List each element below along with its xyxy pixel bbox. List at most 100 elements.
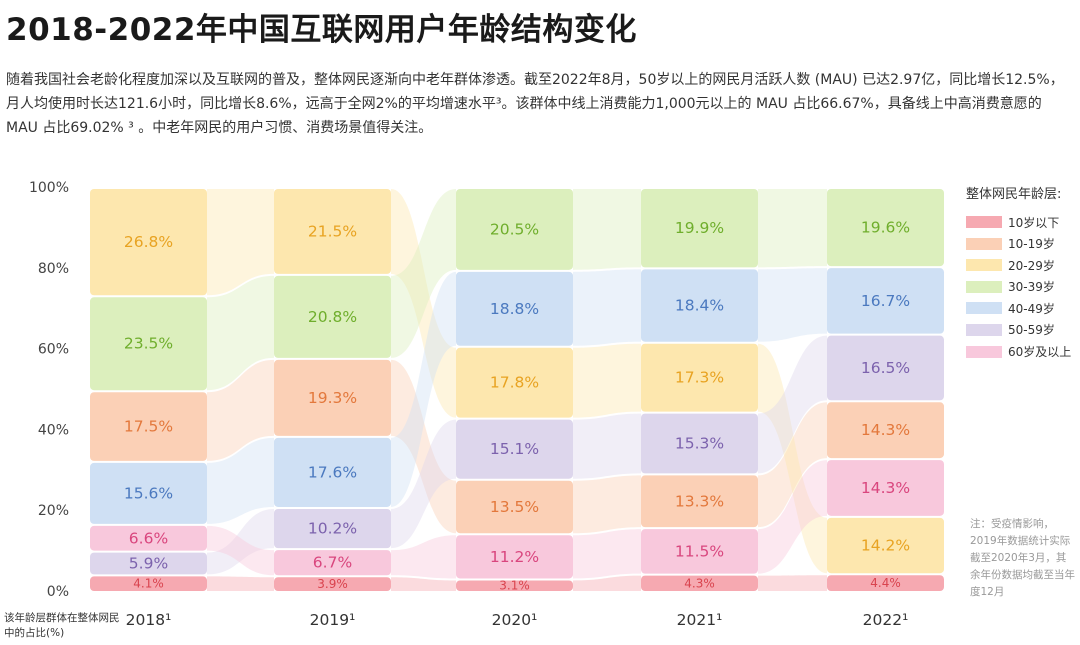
value-label: 3.1% [499,579,530,593]
legend-label: 60岁及以上 [1008,345,1072,360]
value-label: 4.1% [133,577,164,591]
bar-segment-40-49岁-2021¹ [641,269,758,342]
bar-segment-10岁以下-2020¹ [456,580,573,591]
ribbon-10岁以下-2 [573,575,641,591]
bar-segment-60岁及以上-2020¹ [456,535,573,579]
y-tick-label: 40% [38,422,69,438]
value-label: 6.7% [313,554,352,572]
bar-segment-10-19岁-2020¹ [456,480,573,534]
value-label: 17.8% [490,374,539,392]
y-tick-label: 100% [29,180,69,196]
ribbon-60岁及以上-0 [207,525,274,576]
ribbon-30-39岁-2 [573,189,641,270]
bar-segment-30-39岁-2021¹ [641,189,758,268]
legend: 整体网民年龄层: 10岁以下 10-19岁 20-29岁 30-39岁 40-49岁 50… [966,183,1080,363]
legend-swatch [966,345,1002,358]
value-label: 23.5% [124,335,173,353]
ribbon-20-29岁-2 [573,343,641,418]
ribbon-10-19岁-1 [391,359,456,534]
bar-segment-60岁及以上-2021¹ [641,529,758,574]
ribbon-50-59岁-0 [207,508,274,575]
stacked-bars [90,189,944,591]
bar-segment-10-19岁-2022¹ [827,402,944,459]
intro-paragraph: 随着我国社会老龄化程度加深以及互联网的普及，整体网民逐渐向中老年群体渗透。截至2… [6,72,1064,136]
value-label: 10.2% [308,520,357,538]
legend-item: 20-29岁 [966,255,1080,275]
ribbon-60岁及以上-1 [391,535,456,579]
bar-segment-10岁以下-2018¹ [90,576,207,591]
ribbon-20-29岁-1 [391,189,456,418]
legend-item: 30-39岁 [966,277,1080,297]
y-tick-label: 0% [47,584,69,600]
x-tick-label: 2021¹ [677,611,723,629]
value-label: 26.8% [124,233,173,251]
value-label: 17.6% [308,463,357,481]
ribbon-40-49岁-2 [573,269,641,346]
ribbon-60岁及以上-3 [758,460,827,574]
value-label: 19.3% [308,389,357,407]
value-label: 16.5% [861,359,910,377]
bar-segment-40-49岁-2020¹ [456,271,573,346]
legend-items: 10岁以下 10-19岁 20-29岁 30-39岁 40-49岁 50-59岁 60岁及以… [966,212,1080,362]
value-label: 11.5% [675,542,724,560]
ribbon-10-19岁-0 [207,359,274,461]
legend-label: 10岁以下 [1008,215,1060,230]
bar-segment-40-49岁-2018¹ [90,462,207,524]
ribbon-40-49岁-0 [207,437,274,524]
value-label: 18.8% [490,300,539,318]
bar-segment-30-39岁-2018¹ [90,297,207,391]
value-label: 17.5% [124,418,173,436]
bar-segment-50-59岁-2018¹ [90,552,207,575]
legend-label: 10-19岁 [1008,237,1055,252]
value-label: 4.4% [870,576,901,590]
value-label: 15.3% [675,435,724,453]
legend-swatch [966,280,1002,293]
value-label: 11.2% [490,548,539,566]
bar-segment-40-49岁-2019¹ [274,437,391,507]
y-axis: 0% 20% 40% 60% 80% 100% [29,180,69,600]
bar-segment-20-29岁-2020¹ [456,347,573,418]
value-label: 21.5% [308,222,357,240]
legend-item: 10岁以下 [966,212,1080,232]
value-label: 14.3% [861,421,910,439]
bar-segment-10岁以下-2021¹ [641,575,758,591]
legend-label: 30-39岁 [1008,280,1055,295]
ribbon-30-39岁-1 [391,189,456,358]
page-title: 2018-2022年中国互联网用户年龄结构变化 [6,12,637,48]
value-label: 13.5% [490,498,539,516]
legend-item: 50-59岁 [966,320,1080,340]
legend-swatch [966,259,1002,272]
bar-segment-30-39岁-2022¹ [827,189,944,267]
value-label: 18.4% [675,297,724,315]
x-tick-label: 2018¹ [126,611,172,629]
y-tick-label: 80% [38,261,69,277]
ribbon-30-39岁-0 [207,275,274,391]
legend-item: 60岁及以上 [966,342,1080,362]
value-label: 20.5% [490,220,539,238]
legend-label: 50-59岁 [1008,323,1055,338]
ribbon-30-39岁-3 [758,189,827,268]
value-label: 6.6% [129,529,168,547]
ribbon-60岁及以上-2 [573,529,641,579]
value-label: 3.9% [317,577,348,591]
bar-segment-20-29岁-2021¹ [641,343,758,412]
flow-ribbons [207,189,827,591]
legend-item: 40-49岁 [966,298,1080,318]
value-label: 19.9% [675,219,724,237]
x-axis: 2018¹ 2019¹ 2020¹ 2021¹ 2022¹ [126,611,909,629]
ribbon-20-29岁-0 [207,189,274,296]
y-tick-label: 20% [38,503,69,519]
bar-segment-10岁以下-2022¹ [827,575,944,591]
ribbon-20-29岁-3 [758,343,827,574]
bar-segment-20-29岁-2018¹ [90,189,207,296]
bar-segment-50-59岁-2021¹ [641,413,758,474]
value-label: 17.3% [675,369,724,387]
y-tick-label: 60% [38,342,69,358]
bar-segment-50-59岁-2020¹ [456,419,573,479]
value-label: 19.6% [861,219,910,237]
bar-segment-50-59岁-2019¹ [274,508,391,549]
ribbon-50-59岁-2 [573,413,641,479]
value-label: 5.9% [129,555,168,573]
ribbon-10岁以下-1 [391,577,456,591]
value-label: 13.3% [675,492,724,510]
